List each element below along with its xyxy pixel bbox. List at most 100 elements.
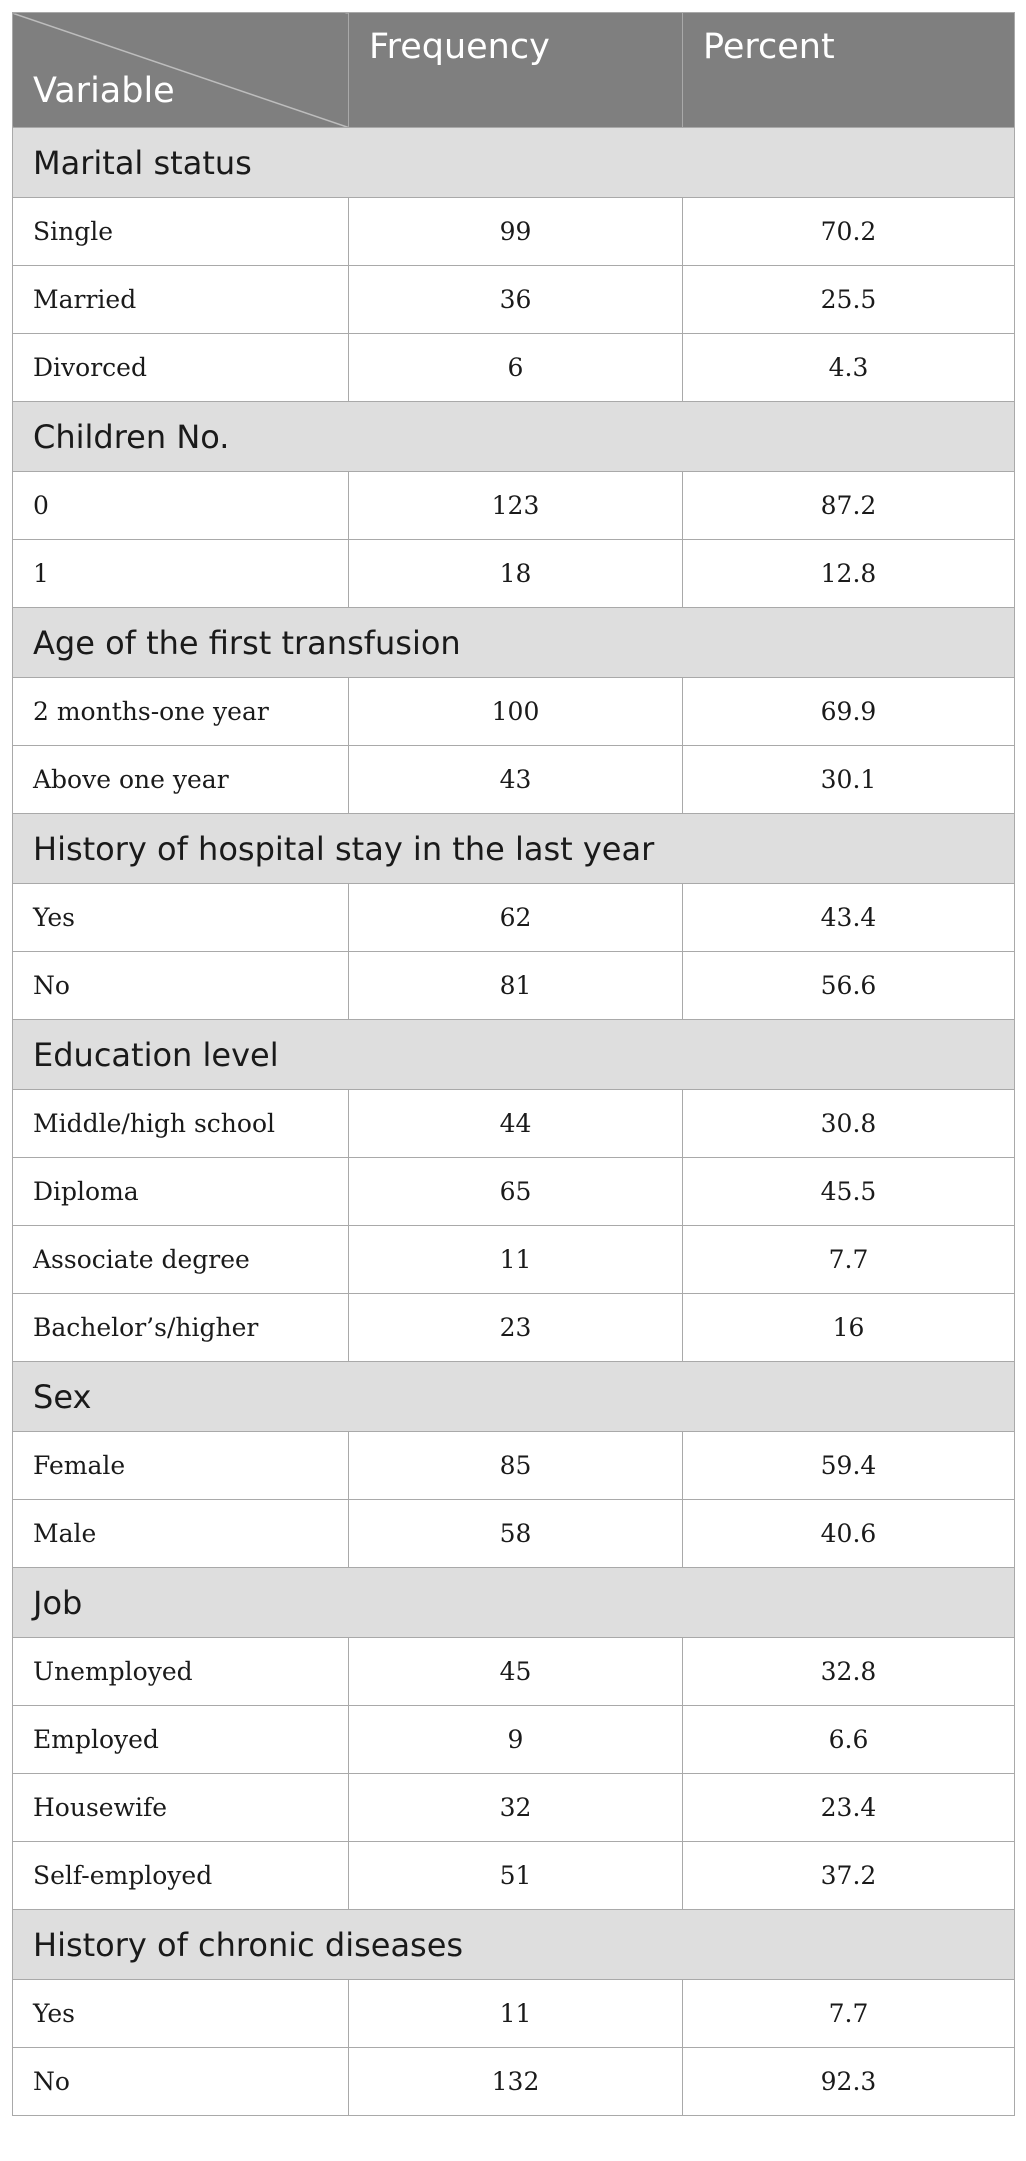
group-title: History of hospital stay in the last yea… [12,813,1015,884]
row-percent: 23.4 [682,1773,1015,1842]
group-title: History of chronic diseases [12,1909,1015,1980]
row-percent: 4.3 [682,333,1015,402]
row-percent: 70.2 [682,197,1015,266]
group-title: Marital status [12,127,1015,198]
row-frequency: 58 [348,1499,683,1568]
row-frequency: 11 [348,1979,683,2048]
table-row: Married 36 25.5 [12,265,1015,334]
row-percent: 12.8 [682,539,1015,608]
header-percent-label: Percent [703,27,835,67]
group-row: History of chronic diseases [12,1909,1015,1980]
row-label: No [12,951,349,1020]
table-row: Employed 9 6.6 [12,1705,1015,1774]
row-percent: 43.4 [682,883,1015,952]
table-row: Yes 62 43.4 [12,883,1015,952]
row-label: Employed [12,1705,349,1774]
row-label: 0 [12,471,349,540]
group-title: Sex [12,1361,1015,1432]
row-percent: 56.6 [682,951,1015,1020]
row-percent: 30.8 [682,1089,1015,1158]
group-row: Children No. [12,401,1015,472]
row-label: Middle/high school [12,1089,349,1158]
row-label: Unemployed [12,1637,349,1706]
table-row: Associate degree 11 7.7 [12,1225,1015,1294]
row-percent: 30.1 [682,745,1015,814]
row-percent: 16 [682,1293,1015,1362]
row-percent: 59.4 [682,1431,1015,1500]
header-frequency: Frequency [348,12,683,128]
row-label: No [12,2047,349,2116]
table-header: Variable Frequency Percent [12,12,1015,128]
table-row: Above one year 43 30.1 [12,745,1015,814]
table-row: Middle/high school 44 30.8 [12,1089,1015,1158]
table-row: Housewife 32 23.4 [12,1773,1015,1842]
table-body: Marital status Single 99 70.2 Married 36 25.5 D… [12,127,1015,2116]
row-label: Associate degree [12,1225,349,1294]
row-label: Diploma [12,1157,349,1226]
row-label: Male [12,1499,349,1568]
row-label: Divorced [12,333,349,402]
row-frequency: 81 [348,951,683,1020]
row-percent: 45.5 [682,1157,1015,1226]
row-percent: 6.6 [682,1705,1015,1774]
row-frequency: 123 [348,471,683,540]
row-percent: 69.9 [682,677,1015,746]
table-row: No 132 92.3 [12,2047,1015,2116]
group-row: Education level [12,1019,1015,1090]
table-row: Yes 11 7.7 [12,1979,1015,2048]
row-label: Housewife [12,1773,349,1842]
row-label: Yes [12,1979,349,2048]
group-row: Sex [12,1361,1015,1432]
row-frequency: 99 [348,197,683,266]
header-variable: Variable [12,12,349,128]
table-row: Diploma 65 45.5 [12,1157,1015,1226]
group-row: History of hospital stay in the last yea… [12,813,1015,884]
table-row: Single 99 70.2 [12,197,1015,266]
header-variable-label: Variable [33,71,175,111]
table-row: Divorced 6 4.3 [12,333,1015,402]
row-frequency: 23 [348,1293,683,1362]
row-frequency: 132 [348,2047,683,2116]
group-title: Children No. [12,401,1015,472]
table-row: Bachelor’s/higher 23 16 [12,1293,1015,1362]
table-row: Male 58 40.6 [12,1499,1015,1568]
row-frequency: 85 [348,1431,683,1500]
row-frequency: 18 [348,539,683,608]
row-frequency: 65 [348,1157,683,1226]
group-title: Education level [12,1019,1015,1090]
row-frequency: 6 [348,333,683,402]
row-percent: 92.3 [682,2047,1015,2116]
row-percent: 32.8 [682,1637,1015,1706]
row-label: Bachelor’s/higher [12,1293,349,1362]
row-frequency: 32 [348,1773,683,1842]
header-frequency-label: Frequency [369,27,550,67]
row-label: Single [12,197,349,266]
table-row: Self-employed 51 37.2 [12,1841,1015,1910]
table-row: Unemployed 45 32.8 [12,1637,1015,1706]
row-frequency: 11 [348,1225,683,1294]
header-percent: Percent [682,12,1015,128]
row-frequency: 62 [348,883,683,952]
row-frequency: 9 [348,1705,683,1774]
frequency-table: Variable Frequency Percent Marital statu… [12,12,1015,2116]
group-title: Age of the first transfusion [12,607,1015,678]
row-label: 1 [12,539,349,608]
row-label: Above one year [12,745,349,814]
row-percent: 87.2 [682,471,1015,540]
table-row: 2 months-one year 100 69.9 [12,677,1015,746]
table-row: 0 123 87.2 [12,471,1015,540]
row-frequency: 36 [348,265,683,334]
table-row: 1 18 12.8 [12,539,1015,608]
group-row: Age of the first transfusion [12,607,1015,678]
row-label: Yes [12,883,349,952]
table-row: Female 85 59.4 [12,1431,1015,1500]
group-row: Marital status [12,127,1015,198]
group-row: Job [12,1567,1015,1638]
row-frequency: 44 [348,1089,683,1158]
row-percent: 7.7 [682,1979,1015,2048]
row-label: 2 months-one year [12,677,349,746]
row-percent: 25.5 [682,265,1015,334]
row-label: Female [12,1431,349,1500]
row-label: Self-employed [12,1841,349,1910]
